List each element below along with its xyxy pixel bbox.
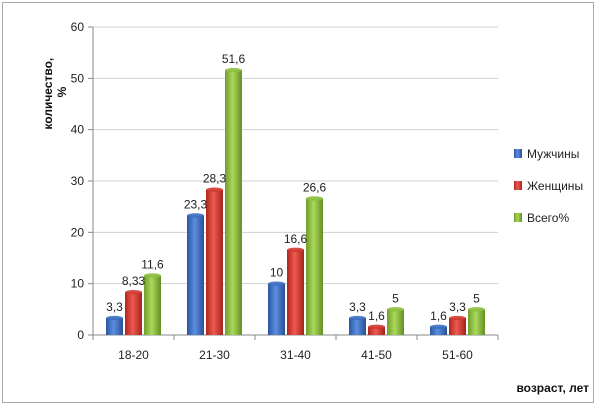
y-tick-label: 50	[71, 71, 85, 85]
bar-cap	[306, 196, 323, 201]
tick-labels: 0 10 20 30 40 50 60 18-20 21-30 31-40 41-50 51-60	[71, 20, 474, 362]
bar-Женщины	[449, 318, 466, 335]
bars	[106, 67, 485, 336]
data-label: 23,3	[184, 197, 208, 211]
y-tick-label: 20	[71, 225, 85, 239]
y-axis-title: количество, %	[41, 54, 69, 129]
bar-cap	[287, 247, 304, 252]
data-label: 26,6	[303, 180, 327, 194]
bar-Всего%	[144, 275, 161, 335]
bar-Мужчины	[106, 318, 123, 335]
legend-label: Всего%	[527, 211, 569, 225]
data-label: 1,6	[430, 309, 447, 323]
legend-label: Женщины	[527, 179, 583, 193]
bar-cap	[449, 315, 466, 321]
y-tick-label: 60	[71, 20, 85, 34]
bar-Всего%	[387, 309, 404, 335]
y-tick-label: 30	[71, 174, 85, 188]
bar-cap	[106, 315, 123, 321]
data-label: 51,6	[222, 52, 246, 66]
x-tick-label: 51-60	[442, 348, 473, 362]
bar-Всего%	[468, 309, 485, 335]
bar-cap	[349, 315, 366, 321]
y-tick-label: 40	[71, 123, 85, 137]
bar-Мужчины	[187, 215, 204, 335]
bar-cap	[468, 307, 485, 312]
bar-cap	[144, 273, 161, 278]
bar-cap	[187, 213, 204, 218]
legend-item: Мужчины	[514, 147, 579, 161]
legend-item: Всего%	[514, 211, 569, 225]
legend-label: Мужчины	[527, 147, 579, 161]
data-label: 1,6	[368, 309, 385, 323]
bar-cap	[368, 324, 385, 329]
y-tick-label: 0	[77, 328, 84, 342]
data-label: 28,3	[203, 172, 227, 186]
bar-Всего%	[225, 70, 242, 336]
bar-Мужчины	[268, 283, 285, 335]
data-label: 3,3	[349, 300, 366, 314]
x-axis-title: возраст, лет	[516, 381, 589, 395]
data-label: 10	[270, 266, 284, 280]
legend-item: Женщины	[514, 179, 583, 193]
data-label: 5	[473, 291, 480, 305]
bar-cap	[430, 324, 447, 329]
y-tick-label: 10	[71, 277, 85, 291]
bar-Женщины	[206, 189, 223, 335]
data-label: 5	[392, 291, 399, 305]
bar-Мужчины	[430, 326, 447, 335]
bar-Всего%	[306, 198, 323, 335]
legend-swatch	[514, 181, 522, 190]
bar-Женщины	[287, 249, 304, 335]
data-label: 16,6	[284, 232, 308, 246]
bar-cap	[125, 290, 142, 295]
bar-cap	[268, 281, 285, 286]
legend: Мужчины Женщины Всего%	[514, 147, 583, 225]
bar-Мужчины	[349, 318, 366, 335]
data-label: 8,33	[122, 274, 146, 288]
bar-cap	[387, 307, 404, 312]
chart-frame	[2, 2, 594, 403]
bar-Женщины	[125, 292, 142, 335]
data-label: 3,3	[106, 300, 123, 314]
legend-swatch	[514, 213, 522, 222]
data-label: 11,6	[141, 257, 164, 271]
data-label: 3,3	[449, 300, 466, 314]
x-tick-label: 18-20	[118, 348, 149, 362]
x-tick-label: 21-30	[199, 348, 230, 362]
legend-swatch	[514, 149, 522, 158]
data-labels: 3,38,3311,623,328,351,61016,626,63,31,65…	[106, 52, 480, 323]
bar-Женщины	[368, 326, 385, 335]
x-tick-label: 41-50	[361, 348, 392, 362]
x-tick-label: 31-40	[280, 348, 311, 362]
bar-cap	[206, 187, 223, 192]
bar-cap	[225, 67, 242, 73]
